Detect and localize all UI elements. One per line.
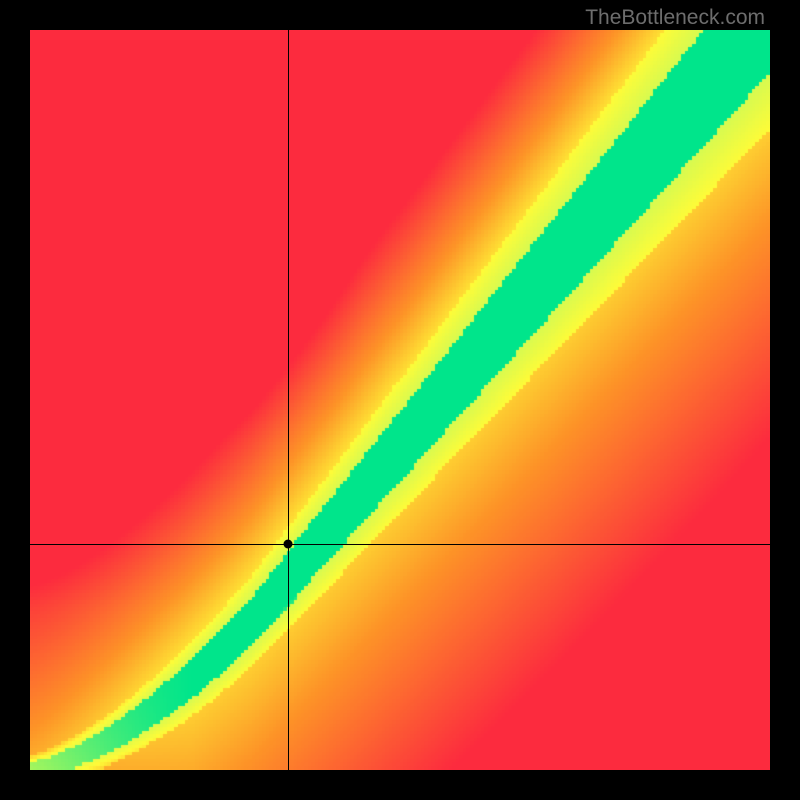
plot-area xyxy=(30,30,770,770)
heatmap-canvas xyxy=(30,30,770,770)
crosshair-vertical xyxy=(288,30,289,770)
watermark-text: TheBottleneck.com xyxy=(585,6,765,30)
selected-point xyxy=(284,539,293,548)
crosshair-horizontal xyxy=(30,544,770,545)
chart-container: TheBottleneck.com xyxy=(0,0,800,800)
